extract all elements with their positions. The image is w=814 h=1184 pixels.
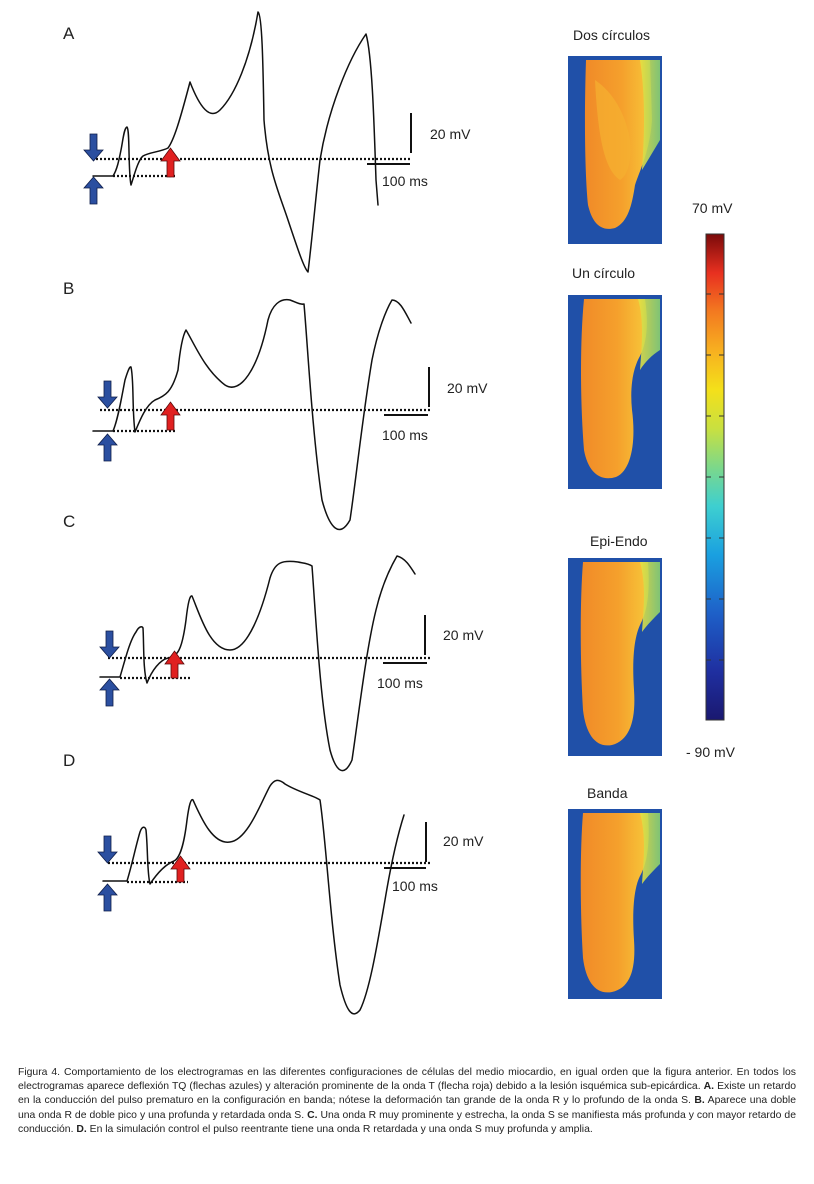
tq-arrow-down-icon-b [97, 380, 118, 409]
panel-d-electrogram: 20 mV 100 ms [97, 779, 484, 1015]
time-label-c: 100 ms [377, 675, 423, 691]
caption-marker-c: C. [307, 1109, 318, 1121]
panel-letter-c: C [63, 512, 75, 531]
time-label-d: 100 ms [392, 878, 438, 894]
electrogram-figure: A B C D 20 mV 100 ms 20 mV 100 ms [63, 11, 736, 1015]
tq-arrow-up-icon-b [97, 433, 118, 462]
amplitude-label-c: 20 mV [443, 627, 484, 643]
potential-map-a: Dos círculos [568, 27, 662, 244]
map-title-a: Dos círculos [573, 27, 650, 43]
amplitude-label-a: 20 mV [430, 126, 471, 142]
figure-caption: Figura 4. Comportamiento de los electrog… [18, 1066, 796, 1137]
colorbar: 70 mV - 90 mV [686, 200, 736, 760]
t-wave-arrow-icon-b [160, 401, 181, 431]
caption-text-3: Aparece una doble una onda R de doble pi… [18, 1095, 796, 1121]
caption-marker-b: B. [694, 1095, 705, 1107]
map-title-c: Epi-Endo [590, 533, 648, 549]
panel-letter-a: A [63, 24, 75, 43]
time-label-a: 100 ms [382, 173, 428, 189]
time-label-b: 100 ms [382, 427, 428, 443]
panel-letter-d: D [63, 751, 75, 770]
t-wave-arrow-icon-c [164, 650, 185, 679]
tq-arrow-up-icon-c [99, 678, 120, 707]
potential-map-c: Epi-Endo [568, 533, 662, 756]
colorbar-min-label: - 90 mV [686, 744, 736, 760]
potential-map-d: Banda [568, 785, 662, 999]
ecg-trace-b [92, 298, 412, 531]
panel-c-electrogram: 20 mV 100 ms [99, 555, 484, 772]
ecg-trace-a [92, 11, 379, 273]
caption-text-2: Existe un retardo en la conducción del p… [18, 1081, 797, 1107]
caption-marker-d: D. [76, 1123, 87, 1135]
caption-text-4: Una onda R muy prominente y estrecha, la… [18, 1109, 796, 1135]
caption-text-1: Comportamiento de los electrogramas en l… [18, 1067, 796, 1093]
colorbar-max-label: 70 mV [692, 200, 733, 216]
tq-arrow-up-icon-a [83, 176, 104, 205]
t-wave-arrow-icon-a [160, 147, 181, 178]
tq-arrow-down-icon-a [83, 133, 104, 162]
tq-arrow-down-icon-c [99, 630, 120, 659]
tq-arrow-down-icon-d [97, 835, 118, 864]
caption-text-5: En la simulación control el pulso reentr… [86, 1123, 593, 1135]
tq-arrow-up-icon-d [97, 883, 118, 912]
colorbar-ticks [706, 293, 724, 661]
caption-lead: Figura 4. [18, 1067, 61, 1078]
panel-b-electrogram: 20 mV 100 ms [92, 298, 488, 531]
caption-marker-a: A. [703, 1081, 715, 1093]
potential-map-b: Un círculo [568, 265, 662, 489]
ecg-trace-d [102, 779, 405, 1015]
panel-letter-b: B [63, 279, 74, 298]
ecg-trace-c [99, 555, 416, 772]
panel-a-electrogram: 20 mV 100 ms [83, 11, 471, 273]
map-title-d: Banda [587, 785, 628, 801]
map-title-b: Un círculo [572, 265, 635, 281]
amplitude-label-d: 20 mV [443, 833, 484, 849]
amplitude-label-b: 20 mV [447, 380, 488, 396]
t-wave-arrow-icon-d [170, 855, 191, 883]
